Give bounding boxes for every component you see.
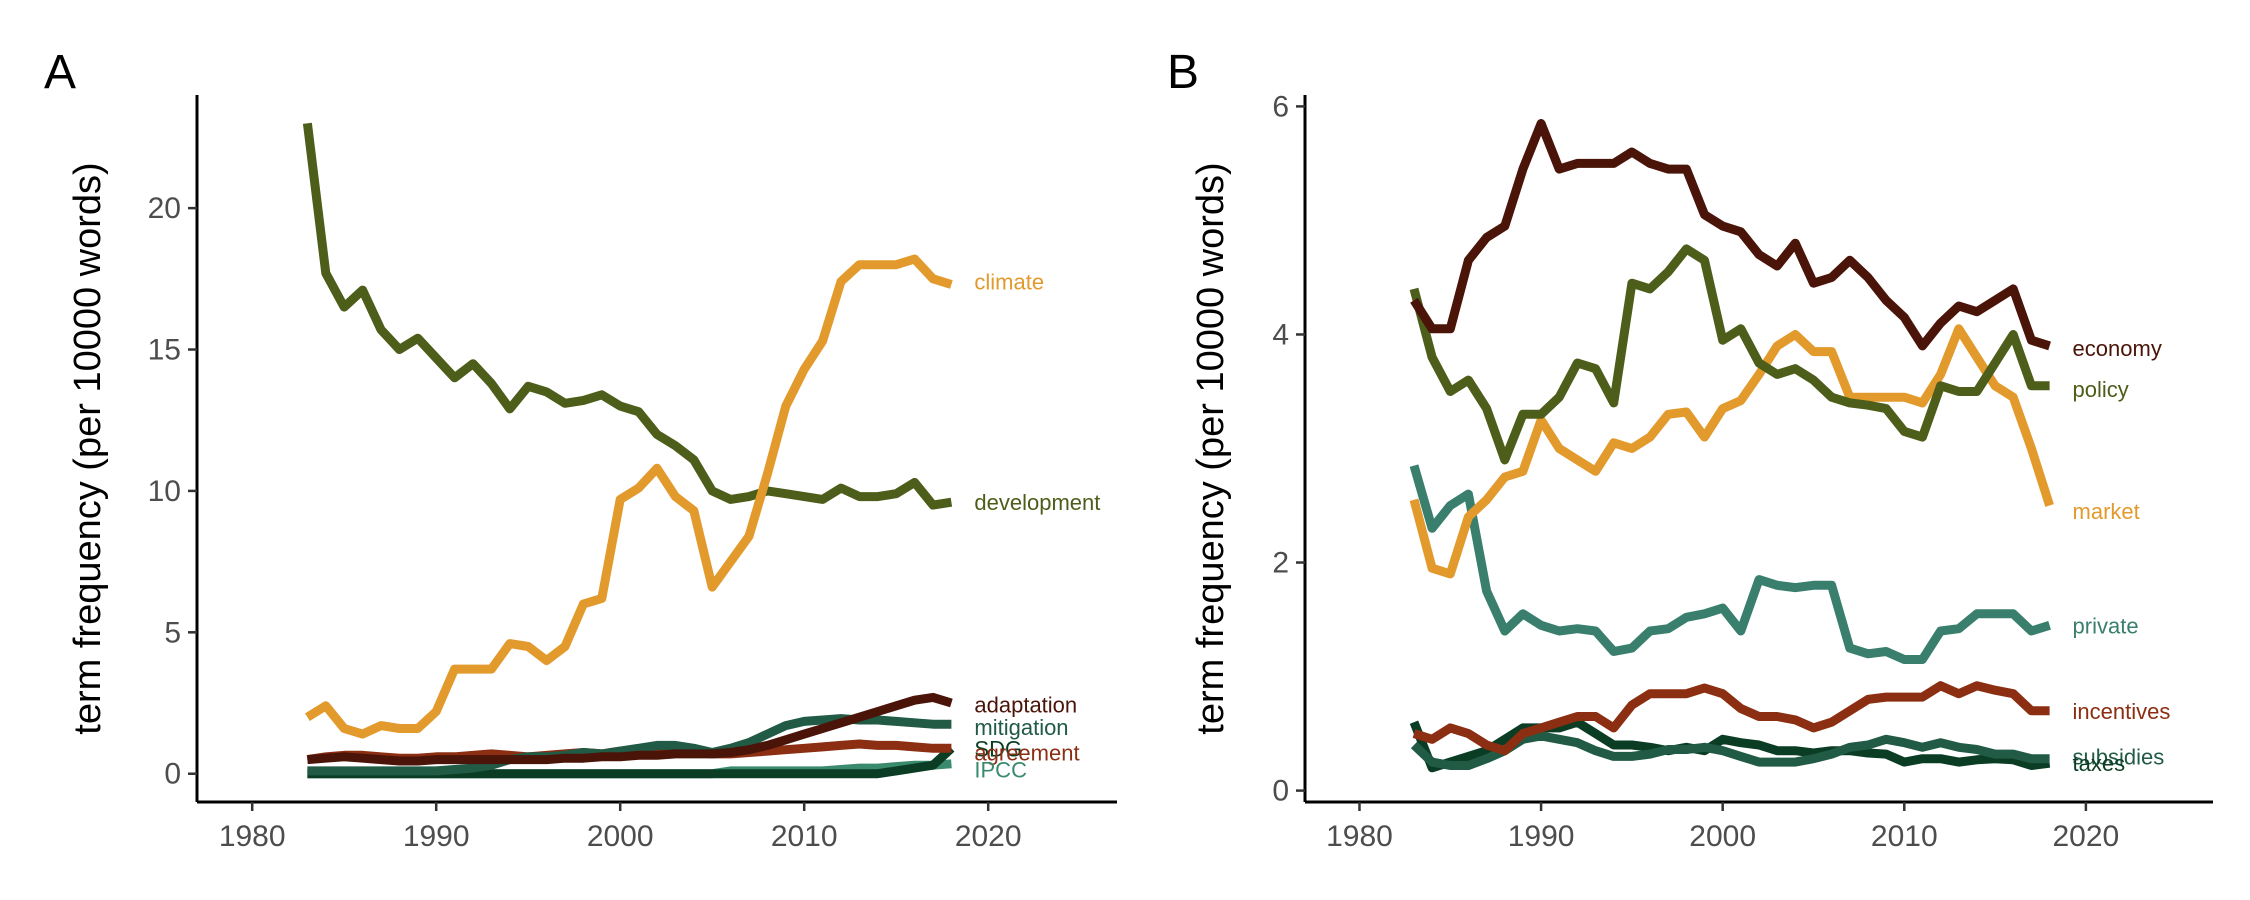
panel-b-series-incentives (1412, 681, 2050, 756)
panel-a-label-mitigation: mitigation (974, 715, 1068, 740)
panel-a-x-tick-label: 1990 (403, 820, 470, 853)
panel-b-x-tick-label: 1990 (1508, 820, 1575, 853)
panel-b-y-axis-title: term frequency (per 10000 words) (1190, 162, 1232, 734)
panel-b-label-subsidies: subsidies (2073, 744, 2165, 769)
panel-a-y-tick-label: 20 (148, 192, 181, 225)
panel-b-label-policy: policy (2073, 377, 2129, 402)
panel-b-chart: 0 2 4 6 1980 1990 2000 2010 2020 term frequency (… (1190, 90, 2213, 853)
panel-a-y-tick-label: 0 (164, 758, 181, 791)
panel-b-label-taxes: taxes (2073, 751, 2126, 776)
panel-b-x-tick-label: 2000 (1689, 820, 1756, 853)
panel-a-label-sdg: SDG (974, 736, 1022, 761)
panel-a-x-tick-label: 2000 (587, 820, 654, 853)
panel-a-label-development: development (974, 490, 1100, 515)
panel-a-chart: 0 5 10 15 20 1980 1990 2000 2010 2020 term frequen… (67, 95, 1117, 853)
panel-a-label-agreement: agreement (974, 741, 1079, 766)
panel-letter-a: A (44, 46, 76, 99)
panel-b-label-private: private (2073, 613, 2139, 638)
panel-a-x-tick-label: 2010 (771, 820, 838, 853)
panel-b-x-tick-label: 2020 (2053, 820, 2120, 853)
panel-letter-b: B (1167, 46, 1199, 99)
panel-b-y-tick-label: 4 (1272, 318, 1289, 351)
panel-a-x-tick-label: 2020 (955, 820, 1022, 853)
panel-b-label-market: market (2073, 499, 2140, 524)
panel-a-y-axis-title: term frequency (per 10000 words) (67, 162, 109, 734)
panel-a-y-tick-label: 10 (148, 475, 181, 508)
panel-b-x-tick-label: 2010 (1871, 820, 1938, 853)
panel-a-y-tick-label: 15 (148, 334, 181, 367)
panel-b-series-economy (1410, 119, 2051, 351)
panel-b-y-tick-label: 6 (1272, 90, 1289, 123)
panel-a-series-adaptation (307, 692, 953, 766)
panel-b-series-private (1409, 464, 2051, 664)
panel-b-x-tick-label: 1980 (1326, 820, 1393, 853)
panel-b-y-tick-label: 2 (1272, 547, 1289, 580)
panel-b-label-economy: economy (2073, 336, 2162, 361)
panel-a-label-adaptation: adaptation (974, 692, 1077, 717)
panel-a-series-development (302, 122, 953, 510)
panel-b-series-policy (1409, 244, 2050, 465)
panel-b-label-incentives: incentives (2073, 699, 2171, 724)
panel-b-series-taxes (1409, 717, 2051, 773)
panel-a-label-climate: climate (974, 270, 1044, 295)
panel-a-x-tick-label: 1980 (219, 820, 286, 853)
panel-a-series-climate (305, 254, 953, 739)
panel-a-label-ipcc: IPCC (974, 757, 1027, 782)
panel-b-series-market (1409, 324, 2054, 579)
panel-a-y-tick-label: 5 (164, 616, 181, 649)
panel-b-y-tick-label: 0 (1272, 775, 1289, 808)
